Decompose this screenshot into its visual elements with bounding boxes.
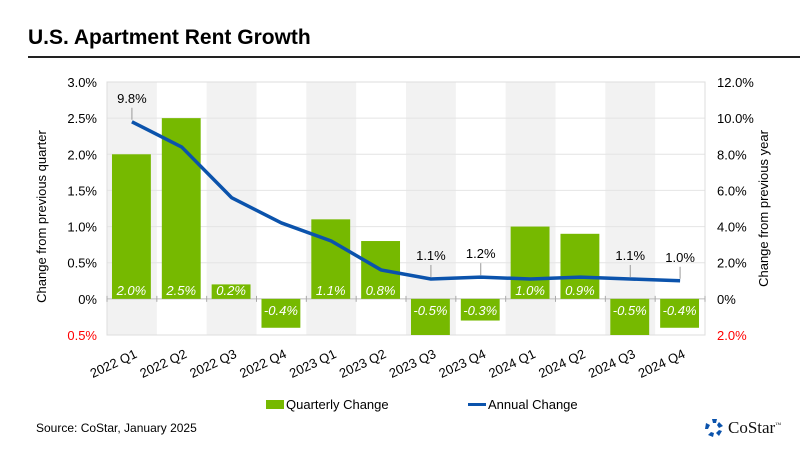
y2-tick-label: 2.0% — [717, 328, 747, 343]
logo-text: CoStar™ — [728, 418, 781, 438]
y2-tick-label: 10.0% — [717, 111, 754, 126]
bar — [660, 298, 700, 328]
y-tick-label: 2.0% — [67, 147, 97, 162]
bar-data-label: -0.5% — [413, 303, 447, 318]
x-tick-label: 2023 Q2 — [337, 346, 389, 381]
costar-star-icon — [705, 419, 723, 437]
line-data-label: 1.1% — [615, 248, 645, 263]
bar-data-label: -0.3% — [463, 303, 497, 318]
y-axis-title: Change from previous quarter — [34, 129, 49, 302]
background-band — [406, 82, 456, 335]
bar — [111, 154, 151, 299]
legend-swatch-line — [468, 403, 486, 406]
y2-tick-label: 8.0% — [717, 147, 747, 162]
logo-trademark: ™ — [775, 422, 782, 429]
y-tick-label: 1.5% — [67, 183, 97, 198]
y-tick-label: 0% — [78, 292, 97, 307]
x-tick-label: 2023 Q4 — [436, 346, 488, 381]
legend-label-annual: Annual Change — [488, 397, 578, 412]
y-tick-label: 0.5% — [67, 328, 97, 343]
x-tick-label: 2022 Q2 — [137, 346, 189, 381]
bar-data-label: 0.2% — [216, 283, 246, 298]
y2-tick-label: 2.0% — [717, 256, 747, 271]
bar-data-label: -0.4% — [663, 303, 697, 318]
bar — [460, 298, 500, 321]
bar-data-label: 0.9% — [565, 283, 595, 298]
bar-data-label: 2.0% — [116, 283, 147, 298]
bar-data-label: 1.1% — [316, 283, 346, 298]
title-divider — [28, 56, 800, 58]
bar-data-label: 0.8% — [366, 283, 396, 298]
bar — [410, 298, 450, 335]
bar-data-label: -0.5% — [613, 303, 647, 318]
y2-tick-label: 4.0% — [717, 220, 747, 235]
bar — [610, 298, 650, 335]
line-data-label: 1.2% — [466, 246, 496, 261]
annual-change-line — [131, 120, 681, 283]
x-tick-label: 2023 Q1 — [287, 346, 339, 381]
costar-logo: CoStar™ — [704, 418, 781, 438]
x-tick-label: 2022 Q4 — [237, 346, 289, 381]
x-tick-label: 2023 Q3 — [387, 346, 439, 381]
bar — [311, 219, 351, 299]
line-data-label: 1.0% — [665, 250, 695, 265]
bar — [211, 284, 251, 299]
legend-swatch-bar — [266, 400, 284, 409]
line-data-label: 1.1% — [416, 248, 446, 263]
x-tick-label: 2024 Q1 — [486, 346, 538, 381]
y-tick-label: 0.5% — [67, 256, 97, 271]
bar — [510, 226, 550, 299]
y-tick-label: 3.0% — [67, 75, 97, 90]
y-tick-label: 2.5% — [67, 111, 97, 126]
plot-border — [106, 81, 706, 336]
bar-data-label: 2.5% — [165, 283, 196, 298]
y2-tick-label: 6.0% — [717, 183, 747, 198]
x-tick-label: 2024 Q4 — [636, 346, 688, 381]
source-note: Source: CoStar, January 2025 — [36, 421, 197, 435]
x-tick-label: 2024 Q3 — [586, 346, 638, 381]
x-tick-label: 2024 Q2 — [536, 346, 588, 381]
y-tick-label: 1.0% — [67, 220, 97, 235]
legend-item-annual: Annual Change — [468, 397, 578, 412]
bar — [560, 233, 600, 299]
bar-data-label: 1.0% — [515, 283, 545, 298]
chart-title: U.S. Apartment Rent Growth — [28, 26, 311, 49]
y2-tick-label: 12.0% — [717, 75, 754, 90]
y2-axis-title: Change from previous year — [756, 129, 771, 286]
background-band — [605, 82, 656, 335]
x-tick-label: 2022 Q3 — [187, 346, 239, 381]
line-data-label: 9.8% — [117, 91, 147, 106]
x-tick-label: 2022 Q1 — [88, 346, 140, 381]
bar — [261, 298, 301, 328]
legend-label-quarterly: Quarterly Change — [286, 397, 389, 412]
bar-data-label: -0.4% — [264, 303, 298, 318]
logo-wordmark: CoStar — [728, 418, 776, 437]
legend-item-quarterly: Quarterly Change — [266, 397, 389, 412]
y2-tick-label: 0% — [717, 292, 736, 307]
